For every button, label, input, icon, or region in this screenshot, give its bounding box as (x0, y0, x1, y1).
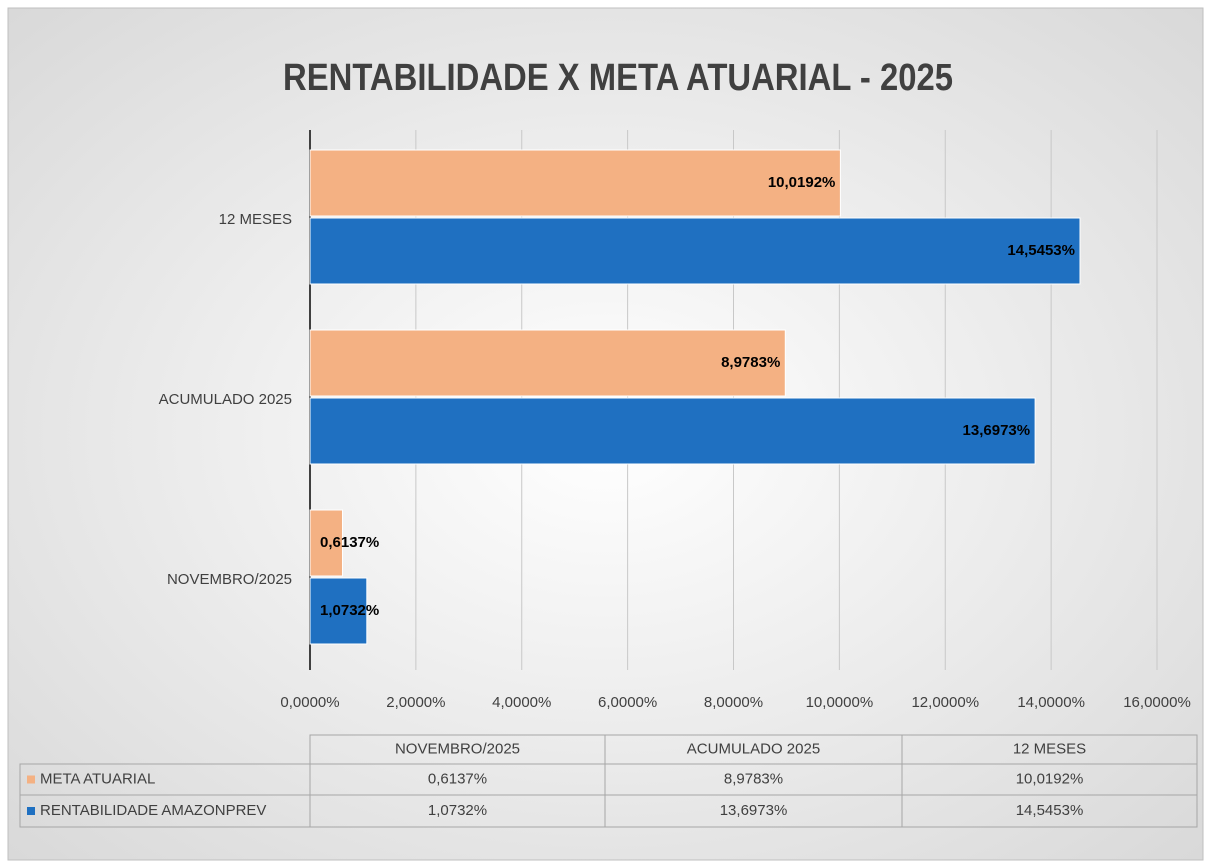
bar (309, 509, 343, 577)
bar (309, 217, 1081, 285)
legend-label: META ATUARIAL (40, 770, 155, 787)
x-tick-label: 12,0000% (911, 694, 979, 711)
table-header: NOVEMBRO/2025 (395, 740, 520, 757)
x-tick-label: 16,0000% (1123, 694, 1191, 711)
data-label: 13,6973% (963, 422, 1031, 439)
data-label: 0,6137% (320, 534, 379, 551)
x-tick-label: 6,0000% (598, 694, 657, 711)
chart-title: RENTABILIDADE X META ATUARIAL - 2025 (283, 57, 953, 99)
table-value: 8,9783% (724, 770, 783, 787)
data-label: 8,9783% (721, 354, 780, 371)
y-tick-label: NOVEMBRO/2025 (167, 571, 292, 588)
bar (309, 329, 786, 397)
table-cell (901, 794, 1198, 828)
x-tick-label: 10,0000% (806, 694, 874, 711)
table-value: 1,0732% (428, 802, 487, 819)
bar (309, 577, 368, 645)
data-label: 14,5453% (1007, 242, 1075, 259)
table-header: ACUMULADO 2025 (687, 740, 820, 757)
y-tick-label: 12 MESES (219, 211, 292, 228)
legend-swatch (27, 807, 35, 815)
x-tick-label: 8,0000% (704, 694, 763, 711)
y-tick-label: ACUMULADO 2025 (159, 391, 292, 408)
x-tick-label: 0,0000% (280, 694, 339, 711)
bar (309, 149, 841, 217)
data-label: 1,0732% (320, 602, 379, 619)
x-tick-label: 4,0000% (492, 694, 551, 711)
table-value: 13,6973% (720, 802, 788, 819)
table-header: 12 MESES (1013, 740, 1086, 757)
bar (309, 397, 1036, 465)
x-tick-label: 2,0000% (386, 694, 445, 711)
x-tick-label: 14,0000% (1017, 694, 1085, 711)
table-value: 10,0192% (1016, 770, 1084, 787)
table-value: 0,6137% (428, 770, 487, 787)
legend-label: RENTABILIDADE AMAZONPREV (40, 802, 266, 819)
table-value: 14,5453% (1016, 802, 1084, 819)
legend-swatch (27, 775, 35, 784)
data-label: 10,0192% (768, 174, 836, 191)
